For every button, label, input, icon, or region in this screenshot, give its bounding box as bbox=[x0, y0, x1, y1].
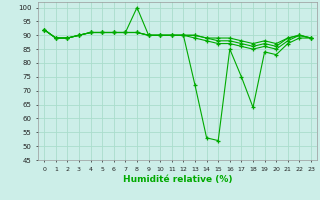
X-axis label: Humidité relative (%): Humidité relative (%) bbox=[123, 175, 232, 184]
